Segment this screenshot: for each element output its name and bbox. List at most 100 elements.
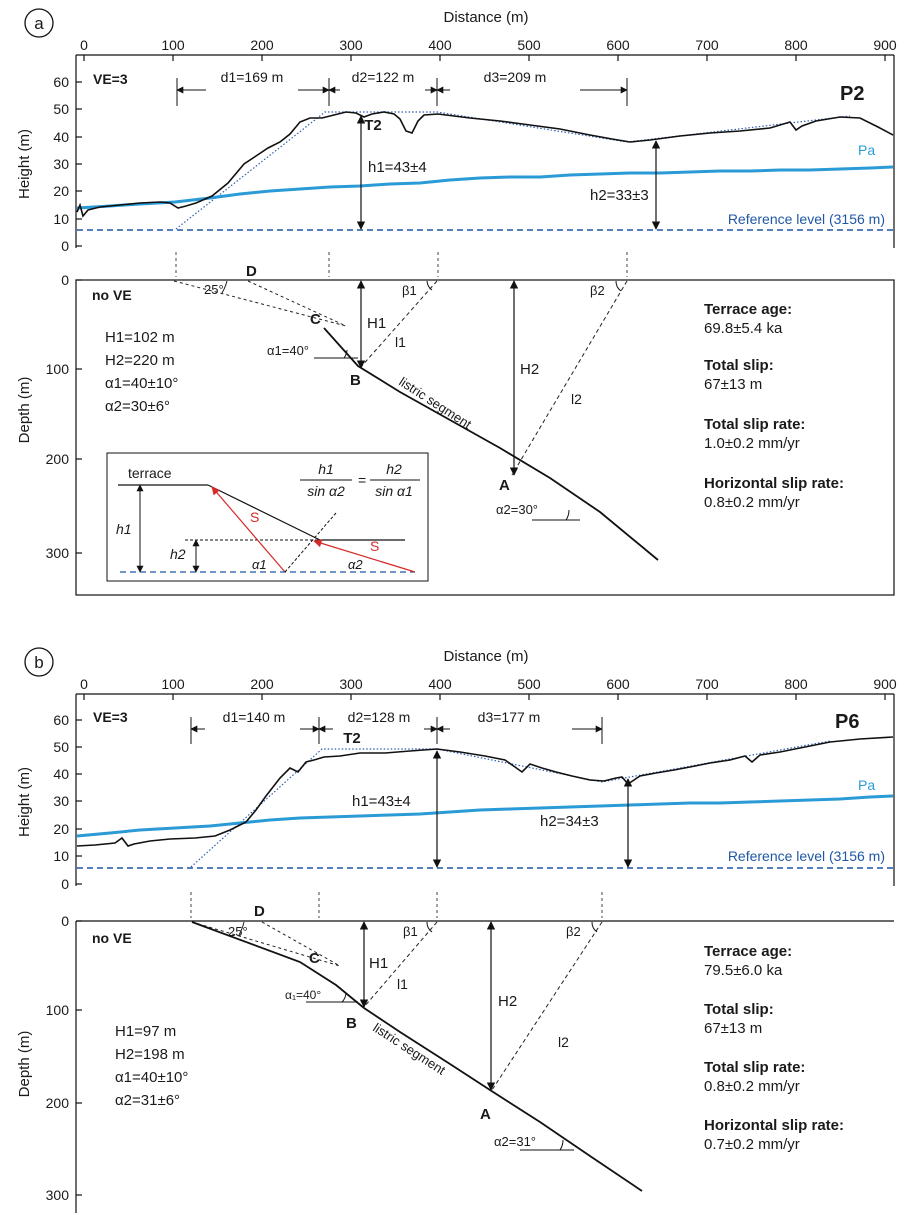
fault-trace — [191, 921, 643, 1192]
h1-label: h1=43±4 — [368, 159, 427, 176]
x-tick-label: 900 — [873, 676, 897, 692]
height-axis-title: Height (m) — [16, 767, 33, 837]
point-b: B — [346, 1015, 357, 1032]
inset-dashed-guide — [284, 512, 337, 573]
angle-25-label: 25° — [204, 282, 224, 297]
reference-level-label: Reference level (3156 m) — [728, 211, 885, 227]
x-tick-label: 200 — [250, 37, 274, 53]
depth-tick-labels: 0 100 200 300 — [46, 272, 70, 561]
panel-a: a Distance (m) 0 100 200 300 400 500 600… — [16, 8, 897, 596]
projection-ticks — [190, 892, 603, 918]
ve-label: VE=3 — [93, 709, 128, 725]
point-a: A — [480, 1106, 491, 1123]
listric-label: listric segment — [396, 374, 474, 432]
height-tick-label: 10 — [53, 848, 69, 864]
pa-surface-line — [76, 794, 894, 838]
terrace-age-value: 69.8±5.4 ka — [704, 320, 783, 337]
depth-ticks — [76, 279, 82, 554]
total-slip-value: 67±13 m — [704, 1020, 762, 1037]
fault-projection-lines — [191, 921, 341, 967]
alpha1-arc — [341, 992, 347, 1003]
x-tick-label: 200 — [250, 676, 274, 692]
inset-eq-sign: = — [358, 472, 366, 488]
inset-s2-label: S — [370, 538, 379, 554]
x-tick-label: 700 — [695, 676, 719, 692]
l2-label: l2 — [571, 391, 582, 407]
inset-slip-vector-1 — [211, 486, 286, 573]
l2-line — [491, 921, 603, 1091]
big-h2-label: H2 — [520, 361, 539, 378]
d1-label: d1=140 m — [223, 709, 286, 725]
x-tick-label: 600 — [606, 676, 630, 692]
total-slip-rate-title: Total slip rate: — [704, 1059, 805, 1076]
depth-tick-label: 0 — [61, 913, 69, 929]
x-tick-label: 400 — [428, 676, 452, 692]
alpha2-angle-label: α2=30° — [496, 502, 538, 517]
no-ve-label: no VE — [92, 930, 132, 946]
inset-alpha2-label: α2 — [348, 557, 363, 572]
inset-eq-num-2: h2 — [386, 461, 402, 477]
point-a: A — [499, 477, 510, 494]
x-tick-label: 300 — [339, 37, 363, 53]
x-axis-title: Distance (m) — [443, 648, 528, 665]
ve-label: VE=3 — [93, 71, 128, 87]
x-tick-label: 600 — [606, 37, 630, 53]
x-tick-label: 900 — [873, 37, 897, 53]
height-tick-label: 50 — [53, 101, 69, 117]
angle-25-label: 25° — [228, 924, 248, 939]
x-tick-label: 500 — [517, 676, 541, 692]
depth-tick-label: 100 — [46, 1002, 70, 1018]
point-c: C — [310, 311, 321, 328]
height-tick-label: 60 — [53, 74, 69, 90]
h1-label: h1=43±4 — [352, 793, 411, 810]
total-slip-title: Total slip: — [704, 1001, 774, 1018]
inset-s1-label: S — [250, 509, 259, 525]
height-axis-title: Height (m) — [16, 129, 33, 199]
beta1-arc — [426, 280, 433, 291]
x-tick-label: 800 — [784, 676, 808, 692]
horizontal-slip-rate-value: 0.7±0.2 mm/yr — [704, 1136, 800, 1153]
total-slip-value: 67±13 m — [704, 376, 762, 393]
terrace-label: T2 — [343, 730, 361, 747]
alpha1-angle-label: α₁=40° — [285, 988, 321, 1002]
inset-eq-num-1: h1 — [318, 461, 334, 477]
h2-param: H2=198 m — [115, 1046, 185, 1063]
total-slip-rate-value: 1.0±0.2 mm/yr — [704, 435, 800, 452]
beta2-arc — [615, 280, 622, 292]
beta2-arc — [591, 921, 598, 933]
depth-frame — [75, 920, 894, 1213]
depth-tick-label: 200 — [46, 1095, 70, 1111]
l1-label: l1 — [395, 334, 406, 350]
terrace-age-value: 79.5±6.0 ka — [704, 962, 783, 979]
d2-label: d2=122 m — [352, 69, 415, 85]
x-tick-label: 800 — [784, 37, 808, 53]
no-ve-label: no VE — [92, 287, 132, 303]
x-tick-labels: 0 100 200 300 400 500 600 700 800 900 — [80, 37, 897, 53]
x-tick-label: 100 — [161, 37, 185, 53]
listric-label: listric segment — [370, 1020, 448, 1078]
x-tick-label: 0 — [80, 676, 88, 692]
beta2-label: β2 — [566, 924, 581, 939]
alpha2-param: α2=30±6° — [105, 398, 170, 415]
height-tick-labels: 0 10 20 30 40 50 60 — [53, 74, 69, 254]
height-tick-label: 40 — [53, 766, 69, 782]
panel-letter: a — [34, 14, 44, 33]
alpha2-param: α2=31±6° — [115, 1092, 180, 1109]
point-d: D — [246, 263, 257, 280]
pa-label: Pa — [858, 142, 875, 158]
depth-tick-label: 100 — [46, 361, 70, 377]
horizontal-slip-rate-title: Horizontal slip rate: — [704, 475, 844, 492]
fault-trace — [323, 327, 659, 561]
depth-tick-label: 0 — [61, 272, 69, 288]
height-frame — [75, 54, 895, 248]
h2-param: H2=220 m — [105, 352, 175, 369]
panel-letter-circle — [24, 647, 54, 677]
inset-terrace-label: terrace — [128, 465, 172, 481]
alpha1-param: α1=40±10° — [105, 375, 178, 392]
panel-letter-circle — [24, 8, 54, 38]
terrace-reconstruction-line — [175, 111, 851, 230]
profile-label: P6 — [835, 711, 859, 733]
alpha1-param: α1=40±10° — [115, 1069, 188, 1086]
panel-letter: b — [34, 653, 43, 672]
height-tick-label: 0 — [61, 238, 69, 254]
